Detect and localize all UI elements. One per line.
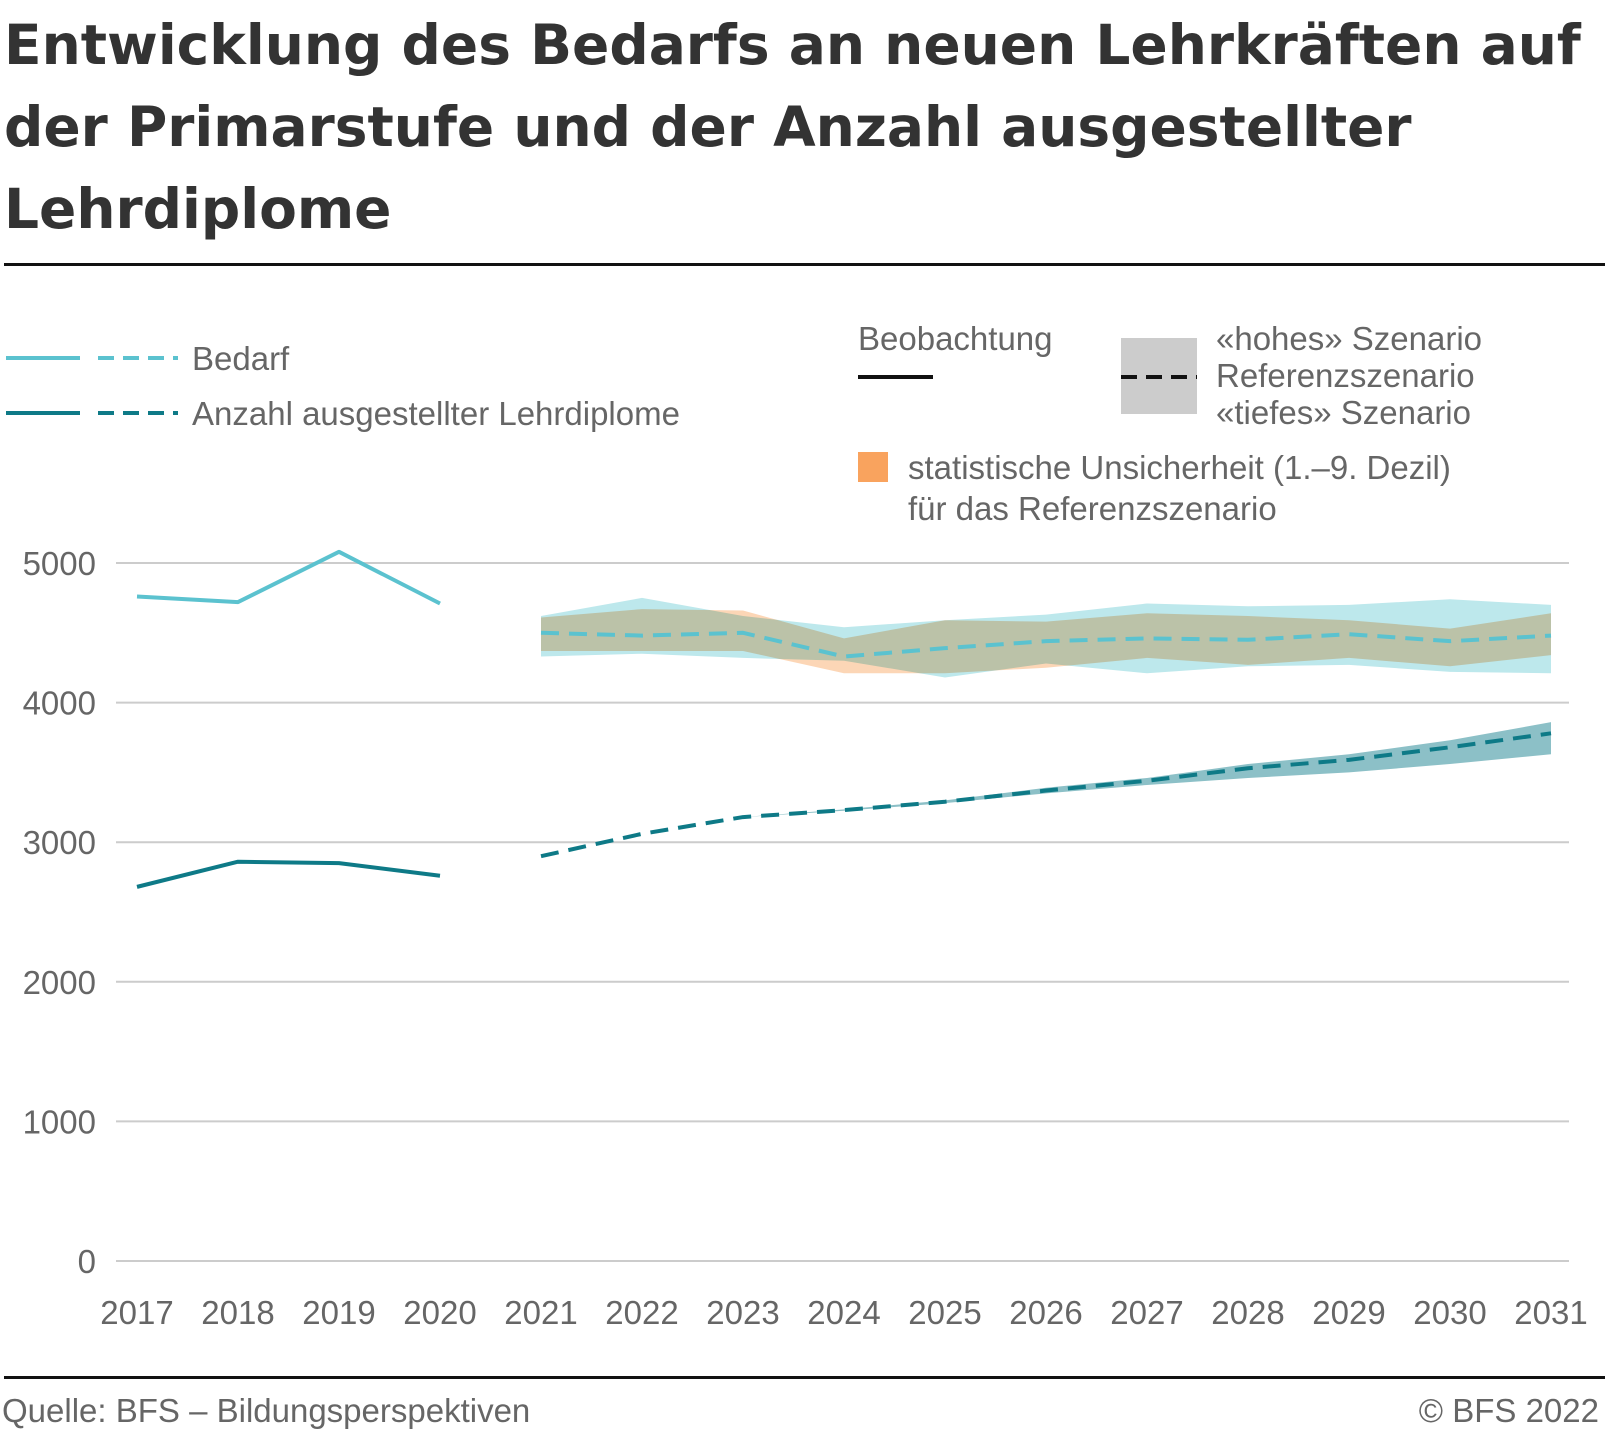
series-lines xyxy=(136,549,1552,889)
legend-diplome-label: Anzahl ausgestellter Lehrdiplome xyxy=(192,395,680,432)
y-axis: 0 1000 2000 3000 4000 5000 xyxy=(23,545,96,1280)
bedarf-observed-line xyxy=(136,549,441,606)
chart-title: Entwicklung des Bedarfs an neuen Lehrkrä… xyxy=(4,13,1581,241)
legend-scenario-reference: Referenzszenario xyxy=(1216,357,1475,394)
legend-series: Bedarf Anzahl ausgestellter Lehrdiplome xyxy=(6,340,680,432)
legend-uncertainty: statistische Unsicherheit (1.–9. Dezil) … xyxy=(858,449,1451,527)
diplome-reference-line xyxy=(540,731,1552,859)
x-tick-label: 2025 xyxy=(908,1294,981,1331)
x-tick-label: 2022 xyxy=(605,1294,678,1331)
bedarf-reference-line xyxy=(540,630,1552,659)
x-tick-label: 2027 xyxy=(1110,1294,1183,1331)
x-tick-label: 2021 xyxy=(504,1294,577,1331)
top-rule xyxy=(4,263,1605,266)
diplome-observed-line xyxy=(136,859,441,889)
legend-bedarf-label: Bedarf xyxy=(192,340,290,377)
x-tick-label: 2026 xyxy=(1009,1294,1082,1331)
legend-scenario-low: «tiefes» Szenario xyxy=(1216,394,1471,431)
x-tick-label: 2019 xyxy=(302,1294,375,1331)
bottom-rule xyxy=(4,1376,1605,1379)
line-chart: Bedarf Anzahl ausgestellter Lehrdiplome … xyxy=(6,320,1588,1331)
y-tick-label: 1000 xyxy=(23,1103,96,1140)
legend-scenario-high: «hohes» Szenario xyxy=(1216,320,1482,357)
x-tick-label: 2030 xyxy=(1413,1294,1486,1331)
x-axis: 2017 2018 2019 2020 2021 2022 2023 2024 2025 2026… xyxy=(100,1294,1587,1331)
x-tick-label: 2018 xyxy=(201,1294,274,1331)
x-tick-label: 2023 xyxy=(706,1294,779,1331)
legend-observation-label: Beobachtung xyxy=(858,320,1053,357)
x-tick-label: 2020 xyxy=(403,1294,476,1331)
legend-uncertainty-line1: statistische Unsicherheit (1.–9. Dezil) xyxy=(908,449,1451,486)
y-tick-label: 4000 xyxy=(23,685,96,722)
x-tick-label: 2031 xyxy=(1514,1294,1587,1331)
y-tick-label: 0 xyxy=(78,1243,96,1280)
legend-observation: Beobachtung xyxy=(858,320,1053,379)
legend-uncertainty-swatch xyxy=(858,452,888,482)
bands xyxy=(541,597,1551,857)
x-tick-label: 2028 xyxy=(1211,1294,1284,1331)
source-note: Quelle: BFS – Bildungsperspektiven xyxy=(2,1392,531,1429)
x-tick-label: 2024 xyxy=(807,1294,880,1331)
x-tick-label: 2029 xyxy=(1312,1294,1385,1331)
y-tick-label: 2000 xyxy=(23,964,96,1001)
legend-uncertainty-line2: für das Referenzszenario xyxy=(908,490,1277,527)
x-tick-label: 2017 xyxy=(100,1294,173,1331)
copyright-note: © BFS 2022 xyxy=(1418,1392,1599,1429)
y-tick-label: 3000 xyxy=(23,824,96,861)
y-tick-label: 5000 xyxy=(23,545,96,582)
legend-scenarios: «hohes» Szenario Referenzszenario «tiefe… xyxy=(1121,320,1482,431)
